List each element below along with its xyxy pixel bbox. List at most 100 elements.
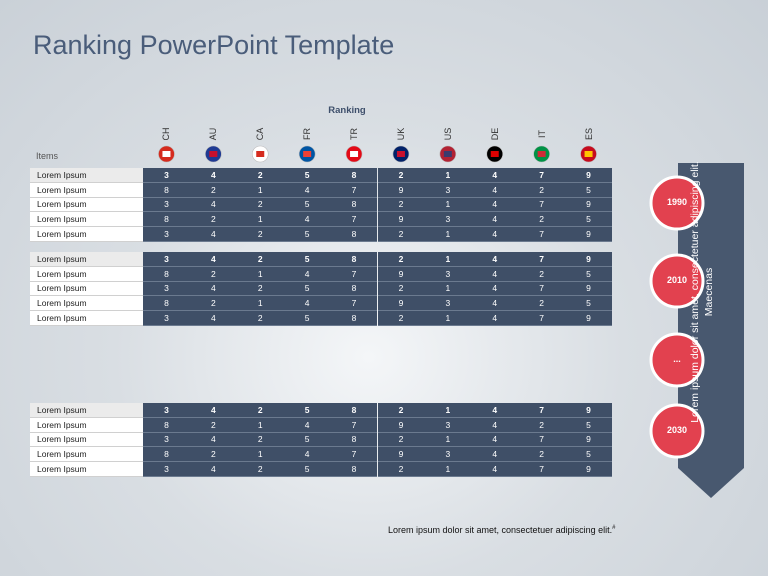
cell: 4 <box>283 266 331 282</box>
cell: 3 <box>424 266 472 282</box>
cell: 1 <box>424 311 472 326</box>
cell: 9 <box>565 462 612 477</box>
cell: 7 <box>330 182 378 198</box>
cell: 7 <box>330 417 378 433</box>
cell: 9 <box>377 182 425 198</box>
cell: 4 <box>189 197 237 213</box>
footer: Lorem ipsum dolor sit amet, consectetuer… <box>388 525 615 535</box>
cell: 5 <box>283 227 331 242</box>
cell: 2 <box>236 227 284 242</box>
cell: 4 <box>189 168 237 183</box>
milestone-label: 2030 <box>666 425 688 435</box>
cell: 8 <box>330 462 378 477</box>
cell: 3 <box>143 197 190 213</box>
row-label: Lorem Ipsum <box>30 227 143 242</box>
country-code: CA <box>255 127 266 141</box>
cell: 4 <box>471 212 519 228</box>
cell: 2 <box>236 432 284 448</box>
row-label: Lorem Ipsum <box>30 197 143 213</box>
flag-detail <box>537 151 546 157</box>
cell: 1 <box>424 197 472 213</box>
cell: 2 <box>189 417 237 433</box>
cell: 2 <box>377 252 425 267</box>
milestone-circle <box>649 332 705 388</box>
cell: 3 <box>424 296 472 312</box>
cell: 9 <box>565 311 612 326</box>
milestone-label: 1990 <box>666 197 688 207</box>
cell: 7 <box>518 432 566 448</box>
cell: 1 <box>236 447 284 463</box>
cell: 1 <box>236 417 284 433</box>
row-label: Lorem Ipsum <box>30 311 143 326</box>
country-code: AU <box>208 127 219 141</box>
cell: 2 <box>518 296 566 312</box>
title: Ranking PowerPoint Template <box>33 30 395 60</box>
cell: 2 <box>518 182 566 198</box>
cell: 7 <box>330 447 378 463</box>
items-label: Items <box>36 151 59 161</box>
cell: 3 <box>424 417 472 433</box>
cell: 7 <box>518 281 566 297</box>
cell: 5 <box>283 197 331 213</box>
cell: 2 <box>377 197 425 213</box>
cell: 3 <box>143 311 190 326</box>
milestone-circle <box>649 403 705 459</box>
cell: 7 <box>518 462 566 477</box>
cell: 1 <box>424 462 472 477</box>
cell: 9 <box>565 432 612 448</box>
footer-mark: # <box>612 525 616 531</box>
cell: 2 <box>236 197 284 213</box>
cell: 8 <box>143 182 190 198</box>
flag-detail <box>443 151 452 157</box>
cell: 2 <box>518 447 566 463</box>
flag-detail <box>209 151 218 157</box>
milestone-circle <box>649 253 705 309</box>
cell: 4 <box>189 252 237 267</box>
cell: 1 <box>236 212 284 228</box>
cell: 3 <box>143 281 190 297</box>
cell: 2 <box>518 417 566 433</box>
footer-text: Lorem ipsum dolor sit amet, consectetuer… <box>388 525 613 535</box>
column-group-label: Ranking <box>328 105 366 116</box>
cell: 4 <box>471 447 519 463</box>
country-code: DE <box>489 127 500 141</box>
cell: 4 <box>189 432 237 448</box>
cell: 2 <box>377 462 425 477</box>
cell: 4 <box>283 296 331 312</box>
cell: 1 <box>424 252 472 267</box>
cell: 3 <box>424 182 472 198</box>
cell: 9 <box>565 281 612 297</box>
cell: 2 <box>236 252 284 267</box>
cell: 4 <box>471 403 519 418</box>
row-label: Lorem Ipsum <box>30 447 143 463</box>
cell: 5 <box>565 447 612 463</box>
cell: 4 <box>189 227 237 242</box>
cell: 5 <box>565 212 612 228</box>
flag-detail <box>256 151 265 157</box>
row-label: Lorem Ipsum <box>30 403 143 418</box>
cell: 1 <box>424 403 472 418</box>
cell: 3 <box>143 227 190 242</box>
cell: 3 <box>143 403 190 418</box>
country-code: IT <box>536 130 547 138</box>
cell: 3 <box>143 432 190 448</box>
cell: 9 <box>377 417 425 433</box>
row-label: Lorem Ipsum <box>30 182 143 198</box>
cell: 2 <box>377 311 425 326</box>
cell: 4 <box>283 182 331 198</box>
country-code: CH <box>161 127 172 141</box>
cell: 8 <box>330 403 378 418</box>
cell: 2 <box>189 212 237 228</box>
row-label: Lorem Ipsum <box>30 432 143 448</box>
cell: 8 <box>330 227 378 242</box>
row-label: Lorem Ipsum <box>30 252 143 267</box>
cell: 3 <box>424 212 472 228</box>
cell: 1 <box>424 432 472 448</box>
cell: 9 <box>565 168 612 183</box>
cell: 4 <box>471 227 519 242</box>
cell: 4 <box>189 281 237 297</box>
country-code: ES <box>583 128 594 141</box>
cell: 5 <box>283 403 331 418</box>
